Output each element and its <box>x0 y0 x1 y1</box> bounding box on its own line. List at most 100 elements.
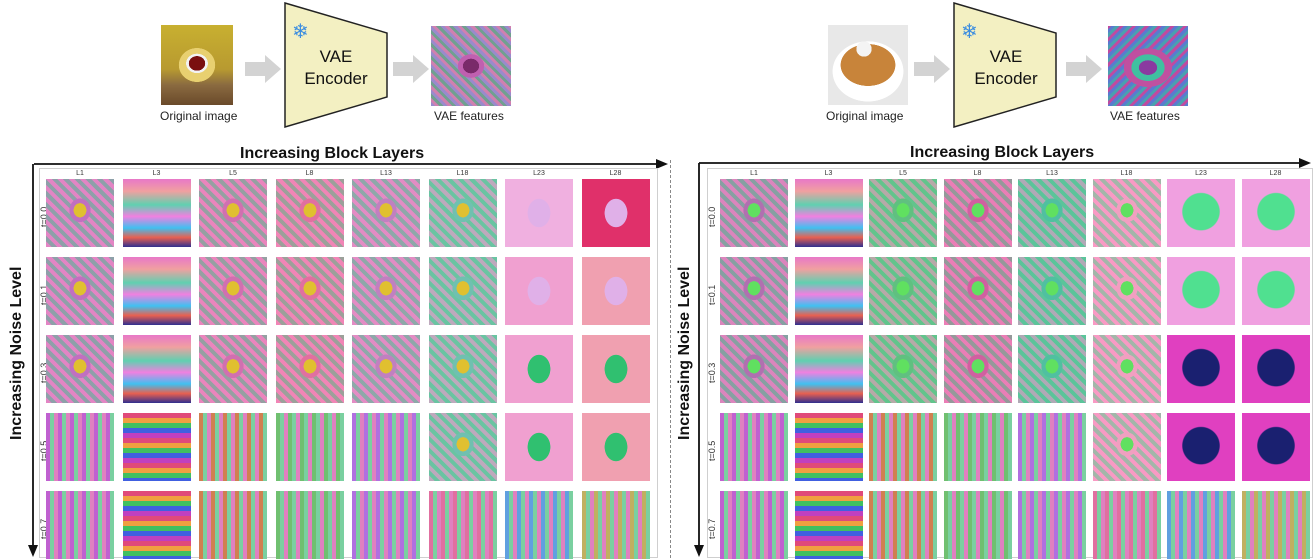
x-axis-arrow-left <box>34 159 668 169</box>
panel-divider <box>670 160 671 558</box>
feature-map-cell <box>1092 179 1161 247</box>
vae-features-baseball <box>1108 26 1188 106</box>
vae-features-caption: VAE features <box>434 109 504 123</box>
feature-map-cell <box>428 179 497 247</box>
feature-map-cell <box>352 491 420 559</box>
x-axis-title-left: Increasing Block Layers <box>240 145 425 162</box>
snowflake-icon: ❄ <box>292 21 309 43</box>
encoder-label-line1: VAE <box>989 47 1023 66</box>
vae-features-teapot <box>431 26 511 106</box>
feature-grid-left: L1 L3 L5 L8 L13 L18 L23 L28 t=0.0 t=0.1 t=0.3 t=0.5… <box>39 168 658 559</box>
feature-map-cell <box>581 491 650 559</box>
vae-features-caption: VAE features <box>1110 109 1180 123</box>
column-label-l13: L13 <box>380 170 392 177</box>
column-label-l1: L1 <box>76 170 84 177</box>
x-axis-arrow-right <box>699 158 1311 168</box>
encoder-label-line2: Encoder <box>304 69 368 88</box>
feature-map-cell <box>428 335 497 403</box>
feature-map-cell <box>1018 491 1086 559</box>
feature-map-cell <box>1167 335 1235 403</box>
column-label-l18: L18 <box>456 170 469 177</box>
feature-map-cell <box>869 179 937 247</box>
feature-map-cell <box>794 491 863 559</box>
feature-map-cell <box>720 335 788 403</box>
feature-map-cell <box>1241 257 1310 325</box>
column-label-l8: L8 <box>305 170 314 177</box>
feature-map-cell <box>275 491 344 559</box>
feature-map-cell <box>122 257 191 325</box>
feature-map-cell <box>720 413 788 481</box>
feature-map-cell <box>1241 491 1310 559</box>
column-label-l5: L5 <box>899 170 907 177</box>
feature-map-cell <box>275 413 344 481</box>
feature-map-cell <box>428 257 497 325</box>
feature-map-cell <box>505 335 573 403</box>
feature-map-cell <box>1018 413 1086 481</box>
feature-map-cell <box>943 257 1012 325</box>
column-label-l3: L3 <box>824 170 833 177</box>
feature-map-cell <box>581 179 650 247</box>
column-label-l3: L3 <box>152 170 161 177</box>
feature-map-cell <box>352 257 420 325</box>
feature-map-cell <box>352 179 420 247</box>
feature-map-cell <box>505 179 573 247</box>
column-label-l23: L23 <box>1195 170 1207 177</box>
feature-map-cell <box>794 257 863 325</box>
feature-map-cell <box>794 179 863 247</box>
feature-map-cell <box>122 491 191 559</box>
feature-map-cell <box>720 491 788 559</box>
feature-map-cell <box>869 491 937 559</box>
y-axis-arrow-right <box>694 163 704 557</box>
feature-map-cell <box>1167 179 1235 247</box>
feature-map-cell <box>199 335 267 403</box>
feature-map-cell <box>1092 335 1161 403</box>
column-label-l28: L28 <box>1269 170 1282 177</box>
arrow-right-icon <box>1066 55 1102 83</box>
feature-map-cell <box>505 257 573 325</box>
feature-map-cell <box>199 413 267 481</box>
column-label-l5: L5 <box>229 170 237 177</box>
row-label-noise-level: t=0.3 <box>707 362 717 383</box>
feature-map-cell <box>581 413 650 481</box>
feature-map-cell <box>869 335 937 403</box>
feature-map-cell <box>1092 257 1161 325</box>
feature-map-cell <box>46 413 114 481</box>
feature-map-cell <box>428 491 497 559</box>
feature-map-cell <box>1241 335 1310 403</box>
feature-map-cell <box>581 257 650 325</box>
feature-map-cell <box>505 413 573 481</box>
original-image-teapot <box>161 25 233 105</box>
feature-map-cell <box>46 335 114 403</box>
feature-map-cell <box>1167 491 1235 559</box>
encoder-label-line2: Encoder <box>974 69 1038 88</box>
feature-map-cell <box>794 413 863 481</box>
x-axis-title-right: Increasing Block Layers <box>910 144 1095 161</box>
row-label-noise-level: t=0.0 <box>707 206 717 227</box>
snowflake-icon: ❄ <box>961 21 978 43</box>
feature-map-cell <box>505 491 573 559</box>
feature-map-cell <box>1167 413 1235 481</box>
feature-map-cell <box>122 335 191 403</box>
feature-map-cell <box>122 413 191 481</box>
feature-map-cell <box>275 257 344 325</box>
feature-map-cell <box>122 179 191 247</box>
column-label-l28: L28 <box>609 170 622 177</box>
feature-map-cell <box>352 413 420 481</box>
feature-grid-right: L1 L3 L5 L8 L13 L18 L23 L28 t=0.0 t=0.1 t=0.3 t=0.5… <box>707 168 1313 559</box>
feature-map-cell <box>46 491 114 559</box>
feature-map-cell <box>1167 257 1235 325</box>
feature-map-cell <box>869 257 937 325</box>
feature-map-cell <box>1092 491 1161 559</box>
row-label-noise-level: t=0.5 <box>707 440 717 461</box>
feature-map-cell <box>720 257 788 325</box>
vae-encoder-block <box>284 2 388 128</box>
column-label-l13: L13 <box>1046 170 1058 177</box>
feature-map-cell <box>943 413 1012 481</box>
column-label-l18: L18 <box>1120 170 1133 177</box>
original-image-caption: Original image <box>826 109 904 123</box>
feature-map-cell <box>199 257 267 325</box>
feature-map-cell <box>581 335 650 403</box>
feature-map-cell <box>1018 335 1086 403</box>
original-image-baseball <box>828 25 908 105</box>
y-axis-arrow-left <box>28 164 38 557</box>
